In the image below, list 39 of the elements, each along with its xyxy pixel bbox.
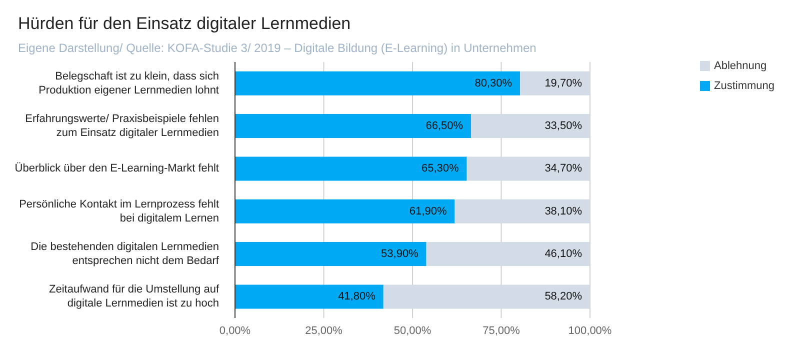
data-label: 58,20%	[544, 290, 582, 303]
legend-label: Zustimmung	[714, 80, 775, 92]
y-tick-label: Die bestehenden digitalen Lernmedien entsprechen nicht dem Bedarf	[30, 241, 220, 267]
data-label: 19,70%	[544, 77, 582, 90]
bar	[383, 284, 590, 309]
data-label: 66,50%	[426, 120, 464, 132]
data-label: 33,50%	[544, 120, 582, 132]
x-tick-label: 50,00%	[394, 324, 432, 337]
bar	[454, 199, 590, 224]
bar	[520, 71, 590, 96]
bar	[235, 156, 467, 181]
y-tick-label: Belegschaft ist zu klein, dass sich Produktion eigener Lernmedien lohnt	[38, 70, 219, 96]
data-label: 34,70%	[544, 162, 582, 175]
data-label: 46,10%	[544, 248, 582, 260]
data-label: 80,30%	[474, 77, 512, 90]
data-label: 53,90%	[381, 248, 419, 260]
y-tick-label: Persönliche Kontakt im Lernprozess fehlt bei digitalem Lernen	[19, 198, 219, 224]
bar	[235, 242, 426, 266]
bar	[235, 114, 472, 138]
data-label: 61,90%	[409, 205, 447, 218]
legend-label: Ablehnung	[714, 60, 767, 72]
bar	[466, 156, 590, 181]
bar	[471, 114, 590, 138]
bar	[426, 242, 590, 266]
bar	[235, 71, 520, 96]
x-tick-label: 100,00%	[568, 324, 612, 337]
chart-title: Hürden für den Einsatz digitaler Lernmedien	[18, 14, 351, 34]
y-tick-label: Erfahrungswerte/ Praxisbeispiele fehlen zum Einsatz digitaler Lernmedien	[25, 113, 219, 139]
bar	[235, 199, 455, 224]
data-label: 41,80%	[338, 290, 376, 303]
x-tick-label: 0,00%	[219, 324, 251, 337]
y-tick-label: Zeitaufwand für die Umstellung auf digitale Lernmedien ist zu hoch	[49, 284, 220, 310]
x-tick-label: 25,00%	[305, 324, 343, 337]
x-tick-label: 75,00%	[482, 324, 520, 337]
data-label: 65,30%	[422, 162, 460, 175]
chart-subtitle: Eigene Darstellung/ Quelle: KOFA-Studie 3/ 2019 – Digitale Bildung (E-Learning) in Unternehmen	[18, 41, 536, 55]
bar	[235, 284, 384, 309]
data-label: 38,10%	[544, 205, 582, 218]
y-tick-label: Überblick über den E-Learning-Markt fehlt	[14, 162, 219, 175]
